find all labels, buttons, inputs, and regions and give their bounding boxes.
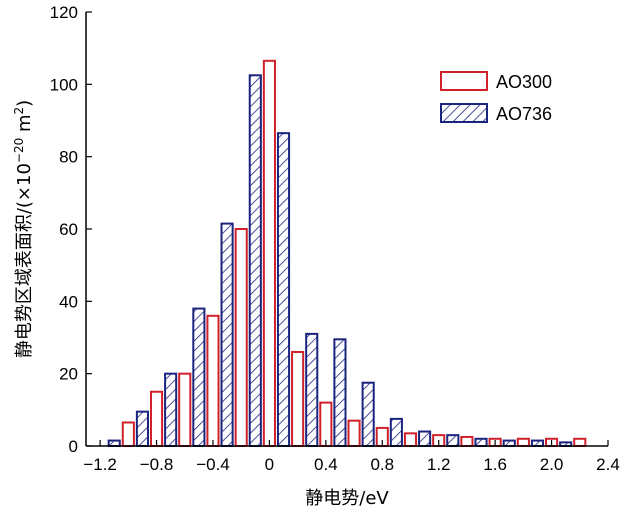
y-tick-label: 0 [69,437,78,456]
bar-AO300-5 [262,59,276,448]
x-tick-label: 0 [265,455,274,474]
x-axis-label: 静电势/eV [305,488,389,509]
bar-AO300-8 [347,419,361,447]
bar-AO300-7 [319,401,333,448]
x-tick-label: 0.8 [370,455,394,474]
legend-swatch-AO736 [440,103,488,123]
x-tick-label: −0.4 [196,455,230,474]
bar-AO300-2 [178,372,192,448]
bar-AO736-13 [474,437,488,447]
y-tick-label: 120 [50,3,78,22]
y-tick-label: 80 [59,148,78,167]
bar-AO300-10 [403,432,418,447]
legend: AO300 AO736 [440,71,552,124]
x-tick-label: −0.8 [140,455,174,474]
bar-AO300-3 [206,314,220,447]
x-tick-label: 1.6 [483,455,507,474]
bar-AO736-9 [361,381,375,447]
bar-AO300-16 [573,437,587,447]
bar-AO300-12 [460,435,474,447]
bar-AO736-12 [446,434,460,447]
x-tick-label: 2.4 [596,455,620,474]
axes: −1.2 −0.8 −0.4 0 0.4 0.8 1.2 1.6 2.0 2.4 0 20 40 60 80… [50,3,620,474]
bar-AO300-14 [516,437,530,447]
bar-AO736-6 [276,132,291,447]
plot-area [107,59,587,448]
x-tick-label: 0.4 [314,455,338,474]
bar-AO736-5 [248,74,262,447]
bar-AO300-0 [121,421,135,447]
bar-AO736-10 [389,417,403,448]
y-tick-label: 20 [59,365,78,384]
x-tick-label: 1.2 [427,455,451,474]
y-tick-label: 40 [59,292,78,311]
x-tick-label: 2.0 [540,455,564,474]
y-tick-label: 60 [59,220,78,239]
y-axis-label: 静电势区域表面积/(×10−20 m2) [12,100,35,358]
bar-AO736-1 [135,410,149,448]
legend-swatch-AO300 [440,71,488,91]
legend-label-AO736: AO736 [496,104,552,124]
bar-AO736-0 [107,439,121,448]
bar-AO736-11 [418,430,432,447]
bar-AO300-4 [234,228,248,447]
bar-AO300-1 [149,390,164,447]
series-AO736 [107,74,573,448]
bar-AO300-6 [291,350,305,447]
legend-label-AO300: AO300 [496,72,552,92]
x-tick-label: −1.2 [83,455,117,474]
y-tick-label: 100 [50,75,78,94]
bar-AO736-8 [333,338,347,447]
bar-AO736-2 [164,372,178,448]
bar-AO736-7 [305,332,319,448]
bar-AO736-14 [502,439,516,448]
bar-AO736-4 [220,222,234,447]
bar-AO736-3 [192,307,206,447]
bar-AO736-15 [530,439,545,448]
